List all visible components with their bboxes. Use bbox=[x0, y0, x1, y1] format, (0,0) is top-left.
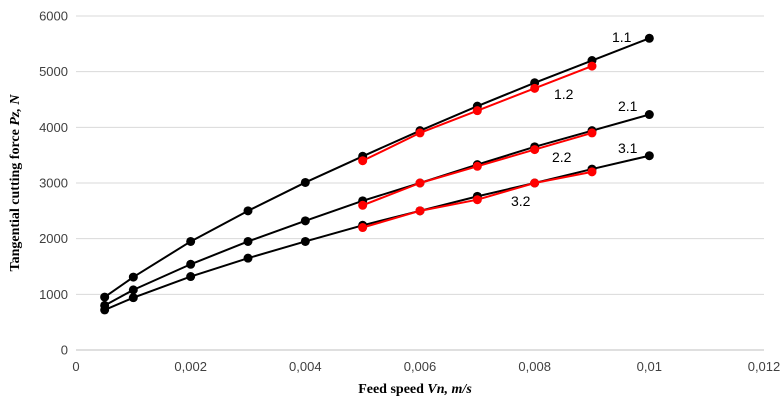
series-2-2 bbox=[358, 128, 597, 210]
series-label-1-1: 1.1 bbox=[612, 29, 632, 45]
x-axis-title-var: Vn, m/s bbox=[427, 382, 472, 397]
y-axis-title-prefix: Tangential cutting force bbox=[8, 126, 23, 272]
y-tick-label: 6000 bbox=[39, 9, 68, 24]
series-label-2-1: 2.1 bbox=[618, 98, 638, 114]
y-tick-label: 3000 bbox=[39, 176, 68, 191]
data-point bbox=[530, 178, 540, 188]
series-line bbox=[104, 37, 650, 298]
data-point bbox=[300, 216, 310, 226]
data-point bbox=[243, 236, 253, 246]
data-point bbox=[472, 106, 482, 116]
data-point bbox=[587, 128, 597, 138]
series-label-3-1: 3.1 bbox=[618, 140, 638, 156]
series-group bbox=[100, 33, 654, 315]
data-point bbox=[587, 61, 597, 71]
data-point bbox=[100, 305, 110, 315]
data-point bbox=[415, 178, 425, 188]
data-point bbox=[358, 223, 368, 233]
series-label-2-2: 2.2 bbox=[552, 149, 572, 165]
data-point bbox=[186, 272, 196, 282]
data-point bbox=[530, 145, 540, 155]
data-point bbox=[243, 253, 253, 263]
series-labels: 1.1 1.2 2.1 2.2 3.1 3.2 bbox=[511, 29, 638, 209]
y-axis-title-var: Pz, N bbox=[8, 94, 23, 126]
x-tick-label: 0,012 bbox=[748, 359, 781, 374]
x-tick-label: 0,002 bbox=[174, 359, 207, 374]
series-label-3-2: 3.2 bbox=[511, 193, 531, 209]
data-point bbox=[644, 110, 654, 120]
y-tick-label: 4000 bbox=[39, 120, 68, 135]
data-point bbox=[644, 151, 654, 161]
y-axis-title: Tangential cutting force Pz, N bbox=[8, 94, 23, 272]
series-label-1-2: 1.2 bbox=[554, 86, 574, 102]
data-point bbox=[472, 195, 482, 205]
x-tick-label: 0,004 bbox=[289, 359, 322, 374]
data-point bbox=[128, 272, 138, 282]
data-point bbox=[300, 177, 310, 187]
x-tick-label: 0 bbox=[72, 359, 79, 374]
series-3-2 bbox=[358, 167, 597, 233]
y-tick-labels: 0 1000 2000 3000 4000 5000 6000 bbox=[39, 9, 68, 358]
data-point bbox=[472, 161, 482, 171]
data-point bbox=[530, 83, 540, 93]
x-tick-label: 0,006 bbox=[404, 359, 437, 374]
data-point bbox=[644, 33, 654, 43]
data-point bbox=[415, 206, 425, 216]
x-tick-labels: 0 0,002 0,004 0,006 0,008 0,01 0,012 bbox=[72, 359, 780, 374]
x-tick-label: 0,01 bbox=[637, 359, 662, 374]
data-point bbox=[358, 156, 368, 166]
data-point bbox=[100, 292, 110, 302]
data-point bbox=[128, 293, 138, 303]
y-tick-label: 1000 bbox=[39, 287, 68, 302]
series-line bbox=[104, 154, 650, 311]
x-axis-title: Feed speed Vn, m/s bbox=[358, 382, 472, 397]
x-axis-title-prefix: Feed speed bbox=[358, 382, 427, 397]
data-point bbox=[300, 236, 310, 246]
y-tick-label: 2000 bbox=[39, 231, 68, 246]
data-point bbox=[186, 259, 196, 269]
x-tick-label: 0,008 bbox=[518, 359, 551, 374]
y-tick-label: 0 bbox=[61, 343, 68, 358]
data-point bbox=[415, 128, 425, 138]
data-point bbox=[243, 206, 253, 216]
y-tick-label: 5000 bbox=[39, 64, 68, 79]
series-1-2 bbox=[358, 61, 597, 166]
data-point bbox=[587, 167, 597, 177]
data-point bbox=[186, 236, 196, 246]
data-point bbox=[128, 285, 138, 295]
gridlines bbox=[76, 15, 764, 295]
data-point bbox=[358, 200, 368, 210]
